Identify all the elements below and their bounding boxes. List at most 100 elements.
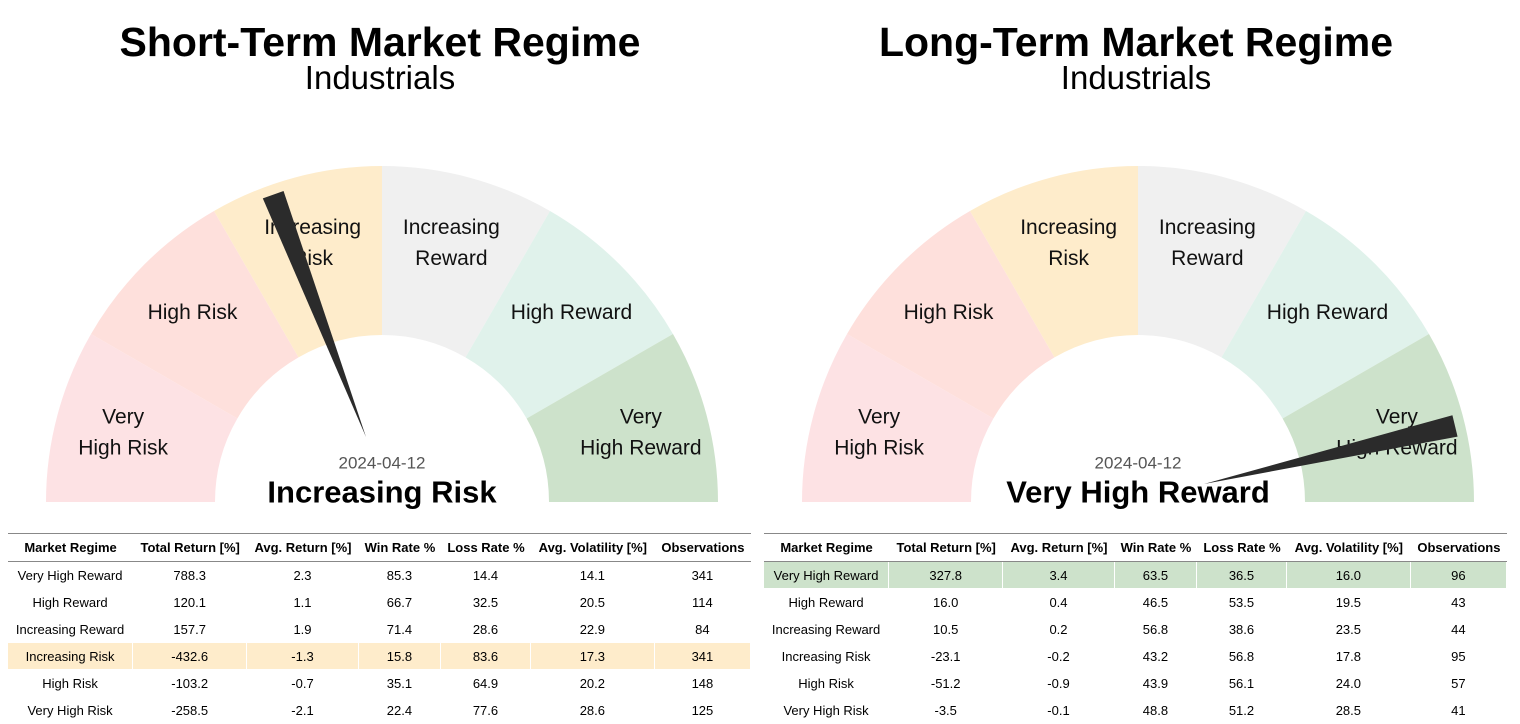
chart-subtitle: Industrials	[304, 59, 456, 96]
table-cell: Very High Reward	[8, 562, 134, 589]
table-cell: 28.6	[441, 616, 531, 643]
table-row: Very High Reward 788.3 2.3 85.3 14.4 14.1 341	[8, 562, 751, 589]
gauge-segment-label: Reward	[1171, 247, 1243, 270]
table-cell: Increasing Reward	[8, 616, 134, 643]
table-cell: 83.6	[441, 643, 531, 670]
table-cell: 57	[1410, 670, 1507, 697]
table-cell: 53.5	[1197, 589, 1287, 616]
gauge-current-regime: Increasing Risk	[267, 475, 497, 510]
gauge-segment-increasing-risk	[970, 166, 1138, 358]
table-cell: 0.2	[1003, 616, 1115, 643]
table-cell: -2.1	[247, 697, 359, 724]
gauge-segment-label: Very	[620, 406, 663, 429]
table-cell: 44	[1410, 616, 1507, 643]
table-cell: 22.4	[358, 697, 442, 724]
long-term-stats-table: Market Regime Total Return [%] Avg. Return…	[764, 533, 1507, 724]
table-cell: 56.8	[1114, 616, 1198, 643]
table-header-cell: Market Regime	[764, 533, 890, 562]
gauge-segment-label: High Reward	[511, 301, 632, 324]
table-cell: 17.8	[1286, 643, 1411, 670]
table-cell: 38.6	[1197, 616, 1287, 643]
table-cell: 51.2	[1197, 697, 1287, 724]
table-cell: -51.2	[889, 670, 1004, 697]
table-header-row: Market Regime Total Return [%] Avg. Return…	[764, 533, 1507, 562]
table-cell: 788.3	[133, 562, 248, 589]
gauge-segment-label: High Reward	[1267, 301, 1388, 324]
table-cell: 10.5	[889, 616, 1004, 643]
table-cell: High Reward	[764, 589, 890, 616]
table-cell: -103.2	[133, 670, 248, 697]
table-cell: Increasing Reward	[764, 616, 890, 643]
table-cell: 114	[654, 589, 751, 616]
gauge-segment-label: Increasing	[403, 216, 500, 239]
table-cell: 341	[654, 643, 751, 670]
table-cell: -1.3	[247, 643, 359, 670]
table-cell: 120.1	[133, 589, 248, 616]
table-cell: 46.5	[1114, 589, 1198, 616]
table-cell: 3.4	[1003, 562, 1115, 589]
table-header-cell: Observations	[654, 533, 751, 562]
table-row: Increasing Reward 157.7 1.9 71.4 28.6 22.9 84	[8, 616, 751, 643]
table-cell: 43	[1410, 589, 1507, 616]
table-cell: -0.2	[1003, 643, 1115, 670]
table-row: Increasing Risk -23.1 -0.2 43.2 56.8 17.8 95	[764, 643, 1507, 670]
table-cell: 56.8	[1197, 643, 1287, 670]
table-cell: 28.6	[530, 697, 655, 724]
table-cell: 28.5	[1286, 697, 1411, 724]
table-cell: Increasing Risk	[8, 643, 134, 670]
table-cell: High Risk	[764, 670, 890, 697]
table-cell: Very High Risk	[8, 697, 134, 724]
table-cell: 43.9	[1114, 670, 1198, 697]
table-cell: 0.4	[1003, 589, 1115, 616]
table-row: Increasing Risk -432.6 -1.3 15.8 83.6 17.3 341	[8, 643, 751, 670]
table-cell: 157.7	[133, 616, 248, 643]
short-term-stats-table: Market Regime Total Return [%] Avg. Return…	[8, 533, 751, 724]
table-cell: 41	[1410, 697, 1507, 724]
gauge-segment-increasing-reward	[1138, 166, 1306, 358]
table-header-cell: Avg. Volatility [%]	[1286, 533, 1411, 562]
gauge-segment-label: Very	[858, 406, 901, 429]
table-cell: 24.0	[1286, 670, 1411, 697]
gauge-segment-high-risk	[91, 211, 299, 419]
long-term-panel: Long-Term Market Regime Industrials Very…	[756, 0, 1516, 724]
table-cell: -3.5	[889, 697, 1004, 724]
table-cell: 125	[654, 697, 751, 724]
table-header-cell: Win Rate %	[1114, 533, 1198, 562]
table-cell: High Risk	[8, 670, 134, 697]
gauge-segment-high-risk	[847, 211, 1055, 419]
table-cell: Very High Risk	[764, 697, 890, 724]
table-cell: 15.8	[358, 643, 442, 670]
gauge-segment-label: Risk	[1048, 247, 1089, 270]
gauge-segment-label: Increasing	[1020, 216, 1117, 239]
gauge-segment-high-reward	[465, 211, 673, 419]
table-cell: 63.5	[1114, 562, 1198, 589]
gauge-segment-increasing-reward	[382, 166, 550, 358]
table-cell: 1.9	[247, 616, 359, 643]
table-cell: -0.1	[1003, 697, 1115, 724]
table-cell: 95	[1410, 643, 1507, 670]
table-cell: 36.5	[1197, 562, 1287, 589]
table-cell: Increasing Risk	[764, 643, 890, 670]
table-header-cell: Observations	[1410, 533, 1507, 562]
table-row: Increasing Reward 10.5 0.2 56.8 38.6 23.5 44	[764, 616, 1507, 643]
short-term-panel: Short-Term Market Regime Industrials Ver…	[8, 19, 751, 724]
table-header-cell: Total Return [%]	[133, 533, 248, 562]
table-cell: -432.6	[133, 643, 248, 670]
table-row: High Risk -51.2 -0.9 43.9 56.1 24.0 57	[764, 670, 1507, 697]
table-header-row: Market Regime Total Return [%] Avg. Return…	[8, 533, 751, 562]
table-cell: -23.1	[889, 643, 1004, 670]
table-cell: 20.5	[530, 589, 655, 616]
long-term-gauge: Very High Risk High Risk Increasing Risk Incr…	[802, 166, 1474, 510]
table-cell: 16.0	[1286, 562, 1411, 589]
gauge-segment-label: High Reward	[580, 437, 701, 460]
table-cell: 48.8	[1114, 697, 1198, 724]
table-cell: 23.5	[1286, 616, 1411, 643]
table-cell: 17.3	[530, 643, 655, 670]
table-cell: 2.3	[247, 562, 359, 589]
gauge-segment-very-high-risk	[46, 334, 238, 502]
table-row: Very High Risk -3.5 -0.1 48.8 51.2 28.5 41	[764, 697, 1507, 724]
table-cell: 56.1	[1197, 670, 1287, 697]
table-cell: 77.6	[441, 697, 531, 724]
table-cell: 22.9	[530, 616, 655, 643]
